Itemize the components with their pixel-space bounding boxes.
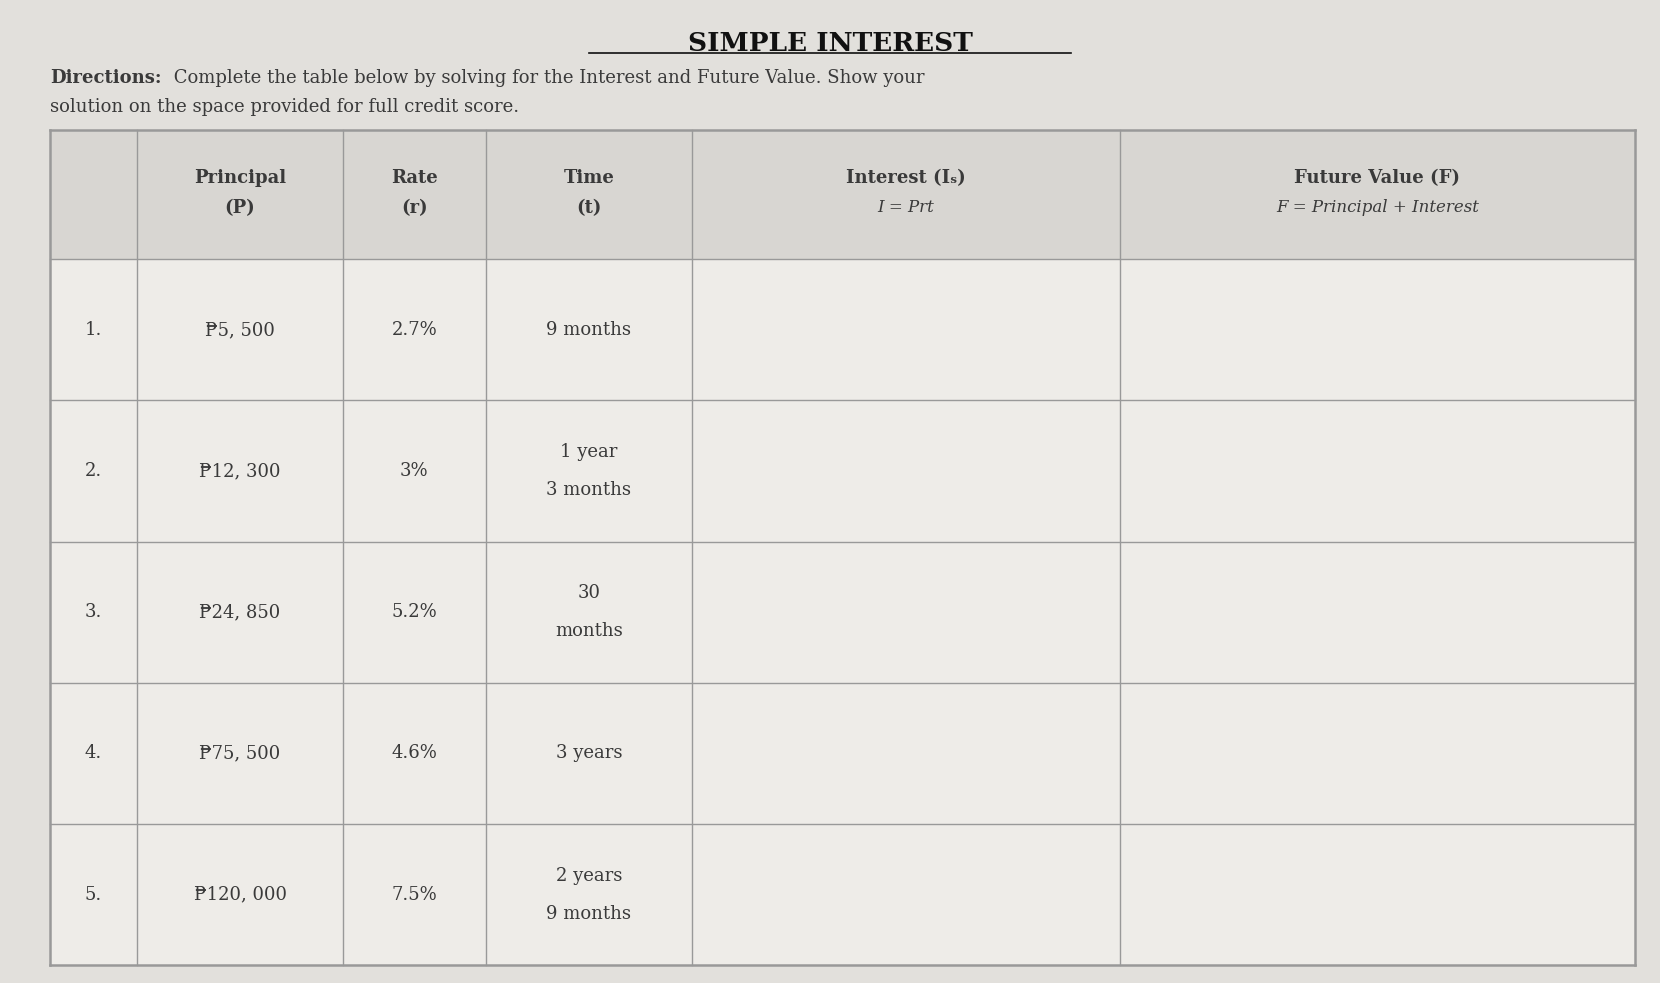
Text: (r): (r): [402, 200, 428, 217]
Text: 5.2%: 5.2%: [392, 604, 437, 621]
Text: 3 months: 3 months: [546, 481, 631, 499]
Text: I = Prt: I = Prt: [878, 200, 935, 216]
Text: Rate: Rate: [392, 169, 438, 187]
Text: 2.: 2.: [85, 462, 101, 480]
Text: 2.7%: 2.7%: [392, 320, 437, 339]
Text: ₱24, 850: ₱24, 850: [199, 604, 281, 621]
Text: 7.5%: 7.5%: [392, 886, 437, 903]
Text: Interest (Iₛ): Interest (Iₛ): [847, 169, 966, 187]
Text: ₱75, 500: ₱75, 500: [199, 744, 281, 763]
Text: Future Value (F): Future Value (F): [1295, 169, 1461, 187]
Text: solution on the space provided for full credit score.: solution on the space provided for full …: [50, 98, 520, 116]
Text: Principal: Principal: [194, 169, 286, 187]
Text: 9 months: 9 months: [546, 904, 631, 922]
Text: (P): (P): [224, 200, 256, 217]
Text: 1 year: 1 year: [559, 443, 618, 461]
Text: ₱120, 000: ₱120, 000: [194, 886, 287, 903]
Text: 30: 30: [578, 585, 601, 603]
Text: Complete the table below by solving for the Interest and Future Value. Show your: Complete the table below by solving for …: [168, 69, 925, 87]
Text: F = Principal + Interest: F = Principal + Interest: [1277, 200, 1479, 216]
Text: 5.: 5.: [85, 886, 101, 903]
Text: 4.6%: 4.6%: [392, 744, 437, 763]
Text: 9 months: 9 months: [546, 320, 631, 339]
Text: 3.: 3.: [85, 604, 101, 621]
Text: (t): (t): [576, 200, 601, 217]
Text: 1.: 1.: [85, 320, 101, 339]
Text: 2 years: 2 years: [556, 867, 622, 885]
Text: SIMPLE INTEREST: SIMPLE INTEREST: [687, 31, 973, 56]
Text: Time: Time: [563, 169, 614, 187]
Text: 4.: 4.: [85, 744, 101, 763]
Text: 3 years: 3 years: [556, 744, 622, 763]
Text: months: months: [554, 622, 622, 640]
Text: ₱12, 300: ₱12, 300: [199, 462, 281, 480]
Text: ₱5, 500: ₱5, 500: [206, 320, 276, 339]
Text: Directions:: Directions:: [50, 69, 161, 87]
Text: 3%: 3%: [400, 462, 428, 480]
